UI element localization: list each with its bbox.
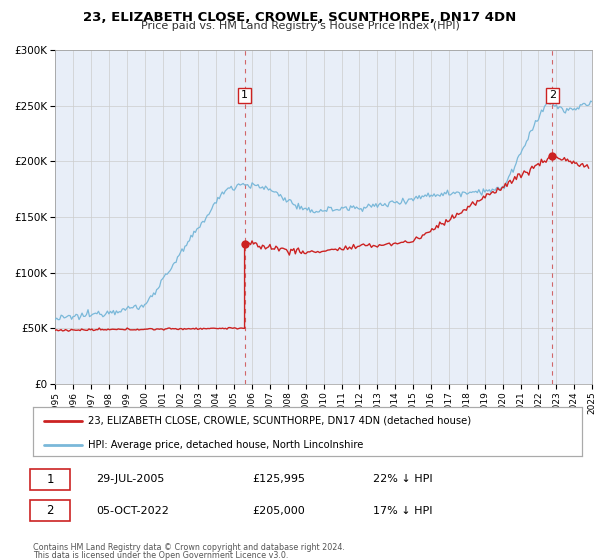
FancyBboxPatch shape	[30, 469, 70, 490]
Text: Price paid vs. HM Land Registry's House Price Index (HPI): Price paid vs. HM Land Registry's House …	[140, 21, 460, 31]
Text: 22% ↓ HPI: 22% ↓ HPI	[373, 474, 433, 484]
Text: 17% ↓ HPI: 17% ↓ HPI	[373, 506, 433, 516]
Text: HPI: Average price, detached house, North Lincolnshire: HPI: Average price, detached house, Nort…	[88, 440, 363, 450]
Text: 23, ELIZABETH CLOSE, CROWLE, SCUNTHORPE, DN17 4DN: 23, ELIZABETH CLOSE, CROWLE, SCUNTHORPE,…	[83, 11, 517, 24]
Text: 29-JUL-2005: 29-JUL-2005	[96, 474, 164, 484]
Text: Contains HM Land Registry data © Crown copyright and database right 2024.: Contains HM Land Registry data © Crown c…	[33, 543, 345, 552]
Text: 1: 1	[46, 473, 54, 486]
Text: £205,000: £205,000	[253, 506, 305, 516]
Text: 23, ELIZABETH CLOSE, CROWLE, SCUNTHORPE, DN17 4DN (detached house): 23, ELIZABETH CLOSE, CROWLE, SCUNTHORPE,…	[88, 416, 471, 426]
FancyBboxPatch shape	[30, 500, 70, 521]
Text: This data is licensed under the Open Government Licence v3.0.: This data is licensed under the Open Gov…	[33, 551, 289, 560]
Text: 05-OCT-2022: 05-OCT-2022	[96, 506, 169, 516]
Text: £125,995: £125,995	[253, 474, 305, 484]
Text: 2: 2	[46, 504, 54, 517]
Text: 2: 2	[549, 90, 556, 100]
Text: 1: 1	[241, 90, 248, 100]
